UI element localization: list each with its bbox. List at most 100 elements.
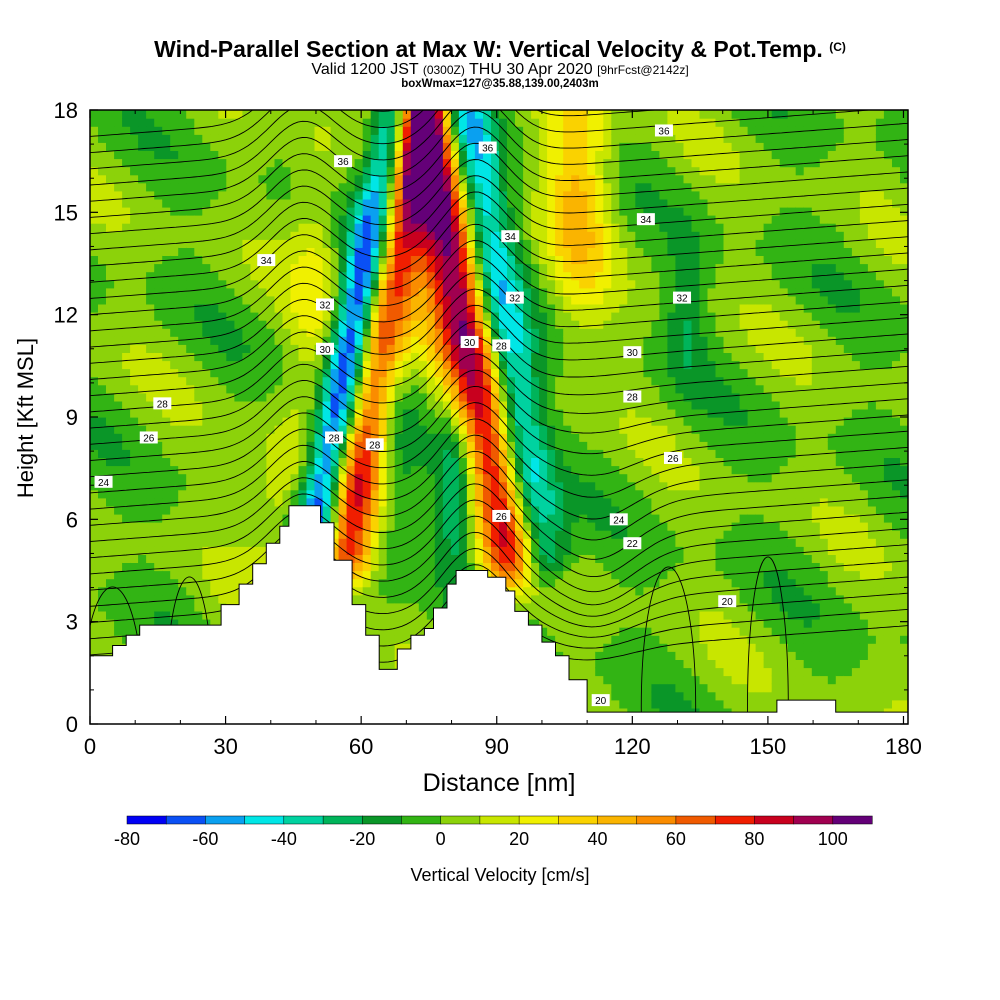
w-field-cell [322, 449, 332, 458]
w-field-cell [186, 554, 195, 563]
w-field-cell [266, 328, 275, 337]
w-field-cell [474, 368, 484, 378]
w-field-cell [346, 408, 356, 418]
w-field-cell [507, 303, 516, 313]
w-field-cell [146, 449, 155, 458]
w-field-cell [218, 392, 227, 402]
w-field-cell [202, 271, 211, 281]
w-field-cell [434, 457, 444, 467]
w-field-cell [458, 110, 468, 119]
w-field-cell [114, 562, 123, 572]
w-field-cell [499, 198, 508, 208]
w-field-cell [458, 174, 468, 184]
w-field-cell [250, 384, 259, 394]
w-field-cell [386, 247, 396, 256]
w-field-cell [386, 239, 396, 248]
w-field-cell [491, 198, 500, 208]
w-field-cell [555, 578, 564, 588]
w-field-cell [426, 481, 436, 491]
w-field-cell [306, 158, 316, 168]
w-field-cell [322, 441, 332, 450]
w-field-cell [410, 182, 420, 192]
w-field-cell [539, 239, 548, 248]
w-field-cell [162, 522, 171, 531]
w-field-cell [210, 425, 219, 434]
w-field-cell [426, 449, 436, 458]
w-field-cell [178, 190, 187, 200]
w-field-cell [523, 570, 532, 580]
w-field-cell [90, 562, 99, 572]
w-field-cell [611, 441, 620, 450]
w-field-cell [138, 215, 147, 224]
w-field-cell [282, 312, 292, 321]
w-field-cell [394, 433, 404, 442]
w-field-cell [90, 166, 99, 176]
w-field-cell [434, 110, 444, 119]
w-field-cell [370, 295, 380, 305]
w-field-cell [466, 287, 476, 297]
w-field-cell [555, 627, 564, 636]
w-field-cell [90, 344, 99, 353]
w-field-cell [499, 158, 508, 168]
w-field-cell [402, 336, 412, 345]
w-field-cell [138, 198, 147, 208]
w-field-cell [210, 182, 219, 192]
w-field-cell [539, 425, 548, 434]
w-field-cell [106, 255, 115, 265]
w-field-cell [466, 376, 476, 386]
w-field-cell [354, 546, 364, 555]
w-field-cell [306, 344, 316, 353]
w-field-cell [290, 118, 300, 127]
w-field-cell [370, 142, 380, 151]
w-field-cell [507, 110, 516, 119]
w-field-cell [90, 408, 99, 418]
w-field-cell [98, 158, 107, 168]
w-field-cell [314, 312, 324, 321]
w-field-cell [322, 352, 332, 362]
w-field-cell [146, 384, 155, 394]
w-field-cell [386, 489, 396, 499]
w-field-cell [98, 255, 107, 265]
w-field-cell [370, 271, 380, 281]
w-field-cell [386, 392, 396, 402]
w-field-cell [491, 497, 500, 507]
w-field-cell [579, 384, 588, 394]
w-field-cell [258, 312, 267, 321]
w-field-cell [466, 247, 476, 256]
w-field-cell [483, 497, 492, 507]
w-field-cell [547, 368, 556, 378]
w-field-cell [266, 433, 275, 442]
w-field-cell [394, 610, 404, 620]
w-field-cell [354, 287, 364, 297]
w-field-cell [130, 610, 139, 620]
w-field-cell [346, 376, 356, 386]
w-field-cell [306, 174, 316, 184]
w-field-cell [483, 505, 492, 515]
w-field-cell [426, 279, 436, 289]
w-field-cell [130, 408, 139, 418]
w-field-cell [386, 271, 396, 281]
w-field-cell [515, 570, 524, 580]
w-field-cell [539, 182, 548, 192]
w-field-cell [378, 223, 388, 232]
w-field-cell [98, 627, 107, 636]
w-field-cell [106, 344, 115, 353]
w-field-cell [362, 570, 372, 580]
w-field-cell [322, 239, 332, 248]
w-field-cell [306, 271, 316, 281]
w-field-cell [418, 231, 428, 240]
w-field-cell [114, 408, 123, 418]
w-field-cell [122, 150, 131, 160]
w-field-cell [402, 497, 412, 507]
w-field-cell [362, 505, 372, 515]
w-field-cell [555, 352, 564, 362]
w-field-cell [579, 602, 588, 612]
w-field-cell [370, 497, 380, 507]
w-field-cell [563, 174, 572, 184]
w-field-cell [186, 336, 195, 345]
w-field-cell [474, 513, 484, 523]
w-field-cell [154, 473, 163, 483]
w-field-cell [450, 320, 460, 329]
w-field-cell [563, 643, 572, 652]
w-field-cell [603, 449, 612, 458]
